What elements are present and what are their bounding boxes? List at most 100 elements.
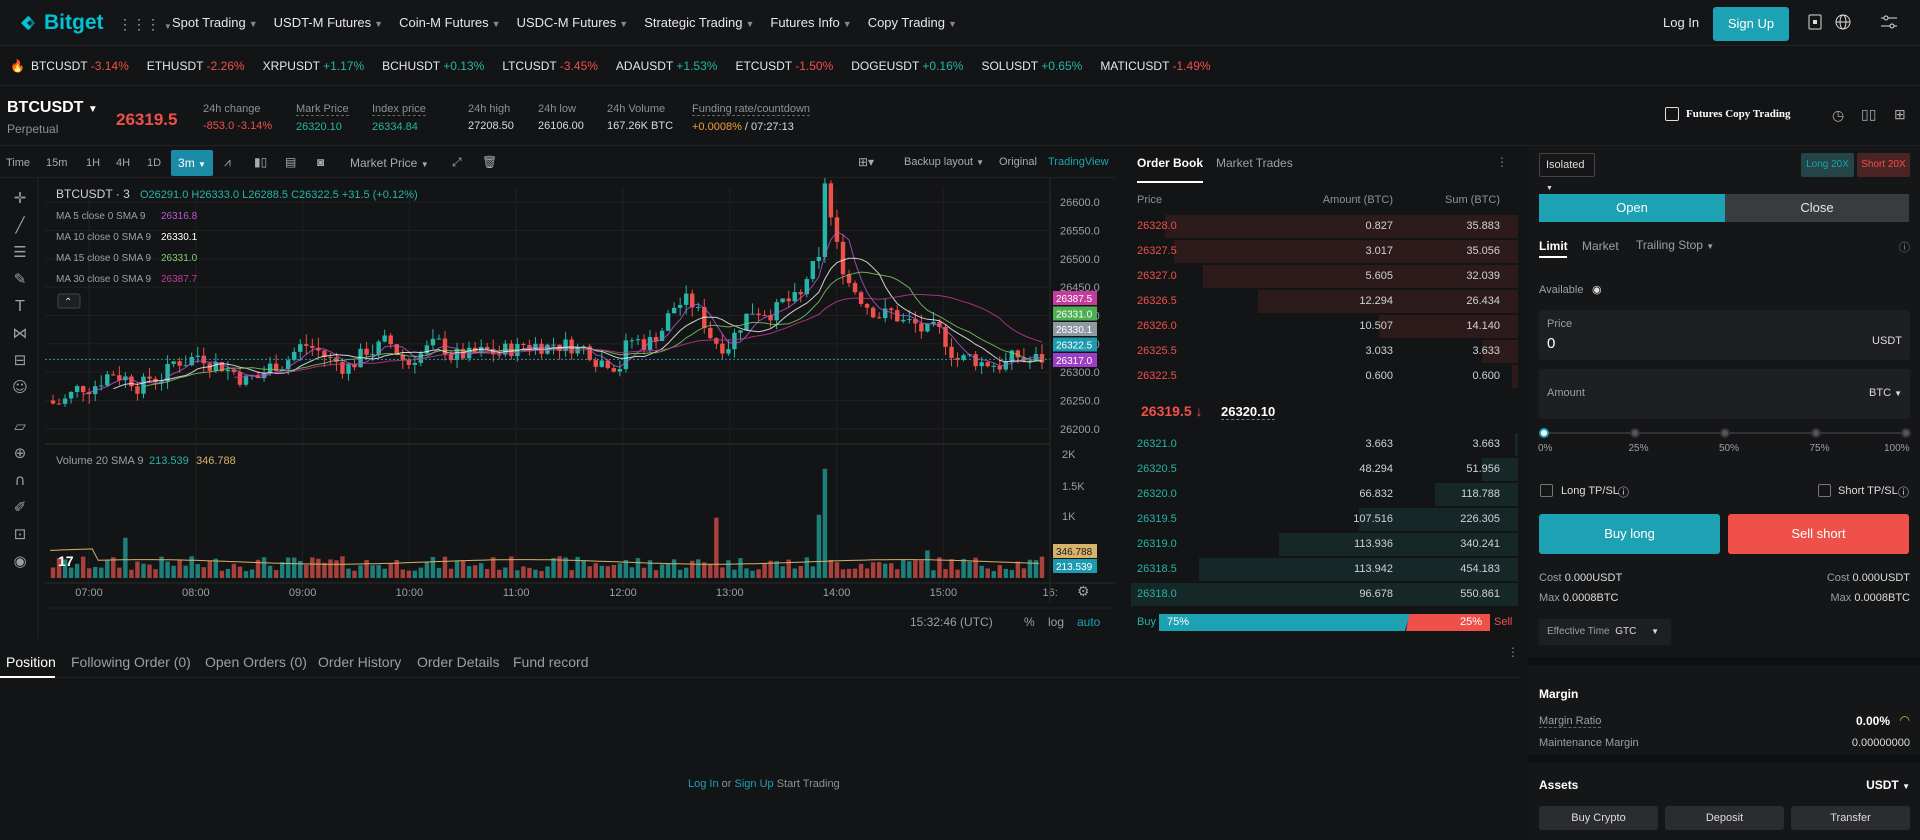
timeframe-15m[interactable]: 15m xyxy=(46,157,68,169)
trailing-stop-tab[interactable]: Trailing Stop ▼ xyxy=(1636,238,1714,252)
transfer-button[interactable]: Transfer xyxy=(1791,806,1910,830)
orderbook-row[interactable]: 26319.5 107.516 226.305 xyxy=(1125,507,1518,532)
bottom-tab-position[interactable]: Position xyxy=(6,654,56,670)
lock-icon[interactable]: ⊡ xyxy=(14,525,27,543)
zoom-in-icon[interactable]: ⊕ xyxy=(14,444,27,462)
backup-layout-select[interactable]: Backup layout ▼ xyxy=(904,156,984,168)
log-toggle[interactable]: log xyxy=(1048,615,1064,629)
timeframe-4h[interactable]: 4H xyxy=(116,157,131,169)
timeframe-3m[interactable]: 3m ▼ xyxy=(171,150,213,176)
symbol-selector[interactable]: BTCUSDT ▼ xyxy=(7,99,98,117)
orderbook-row[interactable]: 26320.5 48.294 51.956 xyxy=(1125,457,1518,482)
percent-toggle[interactable]: % xyxy=(1024,615,1035,629)
orderbook-row[interactable]: 26326.0 10.507 14.140 xyxy=(1125,314,1518,339)
slider-stop[interactable] xyxy=(1901,428,1911,438)
orderbook-row[interactable]: 26320.0 66.832 118.788 xyxy=(1125,482,1518,507)
margin-mode-select[interactable]: Isolated ▼ xyxy=(1539,153,1595,192)
ticker-item[interactable]: ETCUSDT -1.50% xyxy=(735,59,833,73)
orderbook-row[interactable]: 26318.0 96.678 550.861 xyxy=(1125,582,1518,607)
info-icon[interactable]: ⓘ xyxy=(1898,487,1909,499)
ticker-item[interactable]: DOGEUSDT +0.16% xyxy=(851,59,963,73)
login-link[interactable]: Log In xyxy=(688,778,719,790)
sell-short-button[interactable]: Sell short xyxy=(1728,514,1909,554)
more-icon[interactable]: ⋮ xyxy=(1496,155,1508,169)
ticker-item[interactable]: MATICUSDT -1.49% xyxy=(1100,59,1210,73)
short-leverage-button[interactable]: Short 20X xyxy=(1857,153,1910,177)
ticker-item[interactable]: LTCUSDT -3.45% xyxy=(502,59,598,73)
price-chart[interactable]: ✛╱☰✎T⋈⊟☺▱⊕∩✐⊡◉26600.026550.026500.026450… xyxy=(0,178,1115,638)
ticker-item[interactable]: ETHUSDT -2.26% xyxy=(147,59,245,73)
bottom-tab-open-orders-0[interactable]: Open Orders (0) xyxy=(205,654,307,670)
original-tab[interactable]: Original xyxy=(999,156,1037,168)
orderbook-row[interactable]: 26321.0 3.663 3.663 xyxy=(1125,432,1518,457)
refresh-icon[interactable]: ◉ xyxy=(1592,284,1602,296)
timeframe-time[interactable]: Time xyxy=(6,157,31,169)
market-tab[interactable]: Market xyxy=(1582,239,1619,253)
pattern-icon[interactable]: ⋈ xyxy=(13,324,28,342)
nav-coin-m-futures[interactable]: Coin-M Futures ▼ xyxy=(399,15,501,30)
nav-futures-info[interactable]: Futures Info ▼ xyxy=(770,15,851,30)
brush-icon[interactable]: ✎ xyxy=(14,270,27,288)
deposit-button[interactable]: Deposit xyxy=(1665,806,1784,830)
ticker-item[interactable]: ADAUSDT +1.53% xyxy=(616,59,718,73)
nav-usdt-m-futures[interactable]: USDT-M Futures ▼ xyxy=(274,15,383,30)
bottom-tab-following-order-0[interactable]: Following Order (0) xyxy=(71,654,191,670)
bitget-logo[interactable]: Bitget xyxy=(18,11,104,35)
apps-grid-icon[interactable]: ⋮⋮⋮ ▼ xyxy=(118,16,172,32)
nav-copy-trading[interactable]: Copy Trading ▼ xyxy=(868,15,957,30)
fullscreen-icon[interactable]: ⤢ xyxy=(452,155,462,169)
slider-stop[interactable] xyxy=(1539,428,1549,438)
more-icon[interactable]: ⋮ xyxy=(1507,645,1519,659)
buy-long-button[interactable]: Buy long xyxy=(1539,514,1720,554)
camera-icon[interactable]: ◙ xyxy=(317,155,325,169)
short-tpsl-checkbox[interactable] xyxy=(1818,484,1831,497)
nav-usdc-m-futures[interactable]: USDC-M Futures ▼ xyxy=(517,15,629,30)
nav-spot-trading[interactable]: Spot Trading ▼ xyxy=(172,15,258,30)
magnet-icon[interactable]: ∩ xyxy=(15,471,26,489)
orderbook-row[interactable]: 26326.5 12.294 26.434 xyxy=(1125,289,1518,314)
signup-link[interactable]: Sign Up xyxy=(734,778,774,790)
orderbook-row[interactable]: 26325.5 3.033 3.633 xyxy=(1125,339,1518,364)
clock-icon[interactable]: ◷ xyxy=(1832,107,1845,123)
effective-time-select[interactable]: Effective Time GTC ▼ xyxy=(1539,619,1671,645)
tab-market-trades[interactable]: Market Trades xyxy=(1216,156,1293,170)
price-type-select[interactable]: Market Price ▼ xyxy=(350,156,429,170)
chart-settings-icon[interactable]: ⚙ xyxy=(1077,583,1090,599)
globe-icon[interactable] xyxy=(1834,14,1852,32)
ruler-icon[interactable]: ▱ xyxy=(14,417,26,435)
open-tab[interactable]: Open xyxy=(1539,194,1725,222)
trash-icon[interactable]: 🗑 xyxy=(482,155,498,169)
bottom-tab-fund-record[interactable]: Fund record xyxy=(513,654,589,670)
close-tab[interactable]: Close xyxy=(1725,194,1909,222)
timeframe-1d[interactable]: 1D xyxy=(147,157,162,169)
collapse-legend-button[interactable] xyxy=(57,293,81,309)
candle-type-icon[interactable]: ▮▯ xyxy=(254,155,268,169)
limit-tab[interactable]: Limit xyxy=(1539,239,1568,253)
layout-icon[interactable]: ⊞ xyxy=(1894,106,1906,122)
tradingview-tab[interactable]: TradingView xyxy=(1048,156,1109,168)
eye-icon[interactable]: ◉ xyxy=(13,552,26,570)
orderbook-row[interactable]: 26327.5 3.017 35.056 xyxy=(1125,239,1518,264)
settings-sliders-icon[interactable] xyxy=(1880,14,1898,32)
horizontal-lines-icon[interactable]: ☰ xyxy=(13,243,26,261)
orderbook-row[interactable]: 26322.5 0.600 0.600 xyxy=(1125,364,1518,389)
auto-toggle[interactable]: auto xyxy=(1077,615,1101,629)
login-link[interactable]: Log In xyxy=(1663,15,1700,30)
ticker-item[interactable]: XRPUSDT +1.17% xyxy=(263,59,365,73)
indicator-icon[interactable]: ⩘ xyxy=(224,155,231,169)
ticker-item[interactable]: BCHUSDT +0.13% xyxy=(382,59,484,73)
amount-unit-select[interactable]: BTC ▼ xyxy=(1869,387,1902,399)
slider-stop[interactable] xyxy=(1720,428,1730,438)
download-icon[interactable] xyxy=(1806,14,1824,32)
orderbook-row[interactable]: 26318.5 113.942 454.183 xyxy=(1125,557,1518,582)
assets-unit-select[interactable]: USDT ▼ xyxy=(1866,778,1910,792)
tab-order-book[interactable]: Order Book xyxy=(1137,156,1204,170)
slider-stop[interactable] xyxy=(1629,428,1640,438)
futures-copy-trading-link[interactable]: Futures Copy Trading xyxy=(1686,108,1791,120)
trendline-icon[interactable]: ╱ xyxy=(14,216,25,234)
orderbook-row[interactable]: 26319.0 113.936 340.241 xyxy=(1125,532,1518,557)
timeframe-1h[interactable]: 1H xyxy=(86,157,101,169)
ticker-item[interactable]: BTCUSDT -3.14% xyxy=(31,59,129,73)
amount-input[interactable]: Amount BTC ▼ xyxy=(1539,369,1910,419)
orderbook-row[interactable]: 26328.0 0.827 35.883 xyxy=(1125,214,1518,239)
